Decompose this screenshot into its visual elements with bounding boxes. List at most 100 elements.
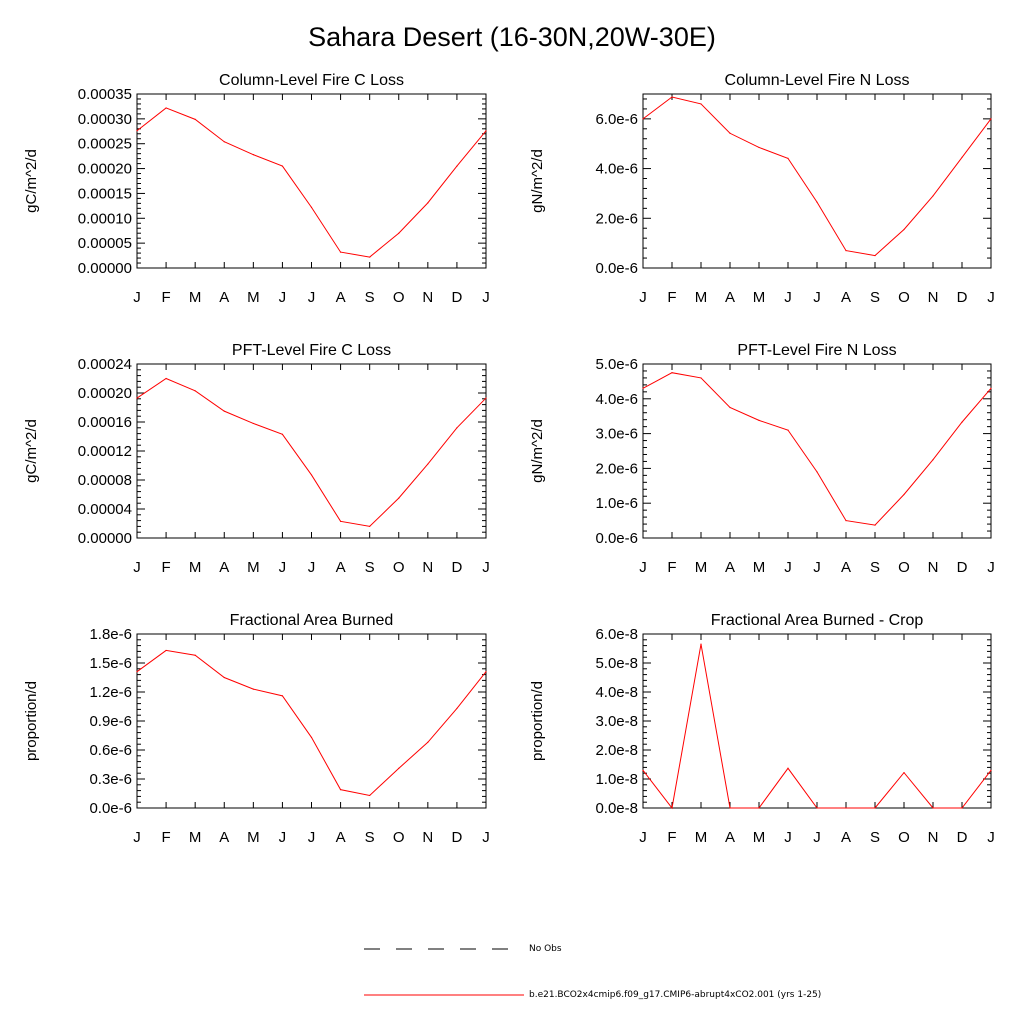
data-point: [932, 807, 934, 809]
x-tick-label: D: [451, 289, 462, 306]
data-point: [136, 397, 138, 399]
y-tick-label: 0.00025: [78, 136, 132, 153]
data-point: [700, 103, 702, 105]
y-tick-label: 0.00004: [78, 501, 132, 518]
y-axis-label: gN/m^2/d: [529, 419, 546, 483]
x-tick-label: N: [928, 559, 939, 576]
data-point: [758, 807, 760, 809]
legend: [364, 948, 524, 996]
x-tick-label: A: [725, 829, 735, 846]
x-tick-label: O: [898, 289, 910, 306]
x-tick-label: J: [987, 559, 995, 576]
y-tick-label: 2.0e-6: [595, 460, 638, 477]
series-line: [642, 372, 992, 526]
data-point: [223, 141, 225, 143]
x-tick-label: F: [667, 289, 676, 306]
x-tick-label: D: [451, 829, 462, 846]
data-point: [194, 654, 196, 656]
y-tick-label: 0.00012: [78, 443, 132, 460]
x-tick-label: J: [308, 289, 316, 306]
x-tick-label: F: [667, 829, 676, 846]
y-tick-label: 0.00008: [78, 472, 132, 489]
data-point: [456, 427, 458, 429]
x-tick-label: O: [393, 829, 405, 846]
data-point: [485, 130, 487, 132]
data-point: [961, 156, 963, 158]
y-tick-label: 6.0e-8: [595, 626, 638, 643]
x-tick-label: O: [393, 289, 405, 306]
y-tick-label: 0.00030: [78, 111, 132, 128]
data-point: [903, 772, 905, 774]
data-point: [427, 202, 429, 204]
y-tick-label: 0.00015: [78, 185, 132, 202]
data-point: [252, 422, 254, 425]
x-tick-label: O: [898, 559, 910, 576]
x-tick-label: J: [813, 829, 821, 846]
data-point: [845, 250, 847, 252]
x-tick-label: J: [813, 289, 821, 306]
x-tick-label: F: [667, 559, 676, 576]
x-tick-label: J: [133, 289, 141, 306]
data-point: [874, 254, 876, 257]
data-point: [339, 789, 342, 791]
data-point: [990, 118, 992, 120]
data-point: [961, 421, 963, 423]
data-point: [310, 206, 313, 208]
data-point: [165, 649, 167, 652]
data-point: [339, 520, 342, 522]
x-tick-label: A: [336, 289, 346, 306]
x-tick-label: J: [308, 829, 316, 846]
x-tick-label: J: [279, 289, 287, 306]
data-point: [990, 387, 992, 389]
data-point: [845, 520, 847, 522]
y-tick-label: 0.00010: [78, 210, 132, 227]
x-tick-label: M: [247, 559, 259, 576]
y-tick-label: 5.0e-8: [595, 655, 638, 672]
data-point: [281, 433, 284, 435]
data-point: [787, 429, 789, 431]
x-tick-label: J: [639, 559, 647, 576]
x-tick-label: F: [161, 829, 170, 846]
y-tick-label: 2.0e-8: [595, 742, 638, 759]
x-tick-label: J: [987, 289, 995, 306]
plot-frame: [642, 363, 992, 539]
series-line: [642, 644, 992, 810]
x-tick-label: J: [784, 829, 792, 846]
data-point: [427, 463, 429, 465]
data-point: [787, 767, 789, 769]
x-tick-label: A: [841, 289, 851, 306]
y-axis-label: proportion/d: [529, 681, 546, 761]
x-tick-label: D: [957, 559, 968, 576]
x-tick-label: F: [161, 559, 170, 576]
x-tick-label: J: [482, 289, 490, 306]
data-point: [369, 525, 371, 527]
data-point: [398, 232, 400, 234]
x-tick-label: S: [365, 289, 375, 306]
x-tick-label: M: [189, 559, 202, 576]
data-point: [874, 524, 876, 526]
data-point: [903, 228, 905, 231]
y-tick-label: 0.0e-6: [89, 800, 132, 817]
plot-frame: [136, 93, 487, 269]
y-tick-label: 0.6e-6: [89, 742, 132, 759]
data-point: [758, 419, 760, 421]
y-tick-label: 0.3e-6: [89, 771, 132, 788]
y-tick-label: 1.2e-6: [89, 684, 132, 701]
x-tick-label: O: [898, 829, 910, 846]
data-point: [932, 459, 934, 461]
x-tick-label: D: [957, 829, 968, 846]
legend-label-model: b.e21.BCO2x4cmip6.f09_g17.CMIP6-abrupt4x…: [529, 990, 822, 1000]
data-point: [642, 769, 644, 771]
y-tick-label: 1.8e-6: [89, 626, 132, 643]
x-tick-label: A: [725, 559, 735, 576]
x-tick-label: J: [987, 829, 995, 846]
y-tick-label: 0.00000: [78, 260, 132, 277]
x-tick-label: M: [695, 829, 708, 846]
x-tick-label: A: [336, 829, 346, 846]
y-axis-label: gC/m^2/d: [23, 149, 40, 213]
y-tick-label: 5.0e-6: [595, 356, 638, 373]
x-tick-label: M: [247, 289, 259, 306]
